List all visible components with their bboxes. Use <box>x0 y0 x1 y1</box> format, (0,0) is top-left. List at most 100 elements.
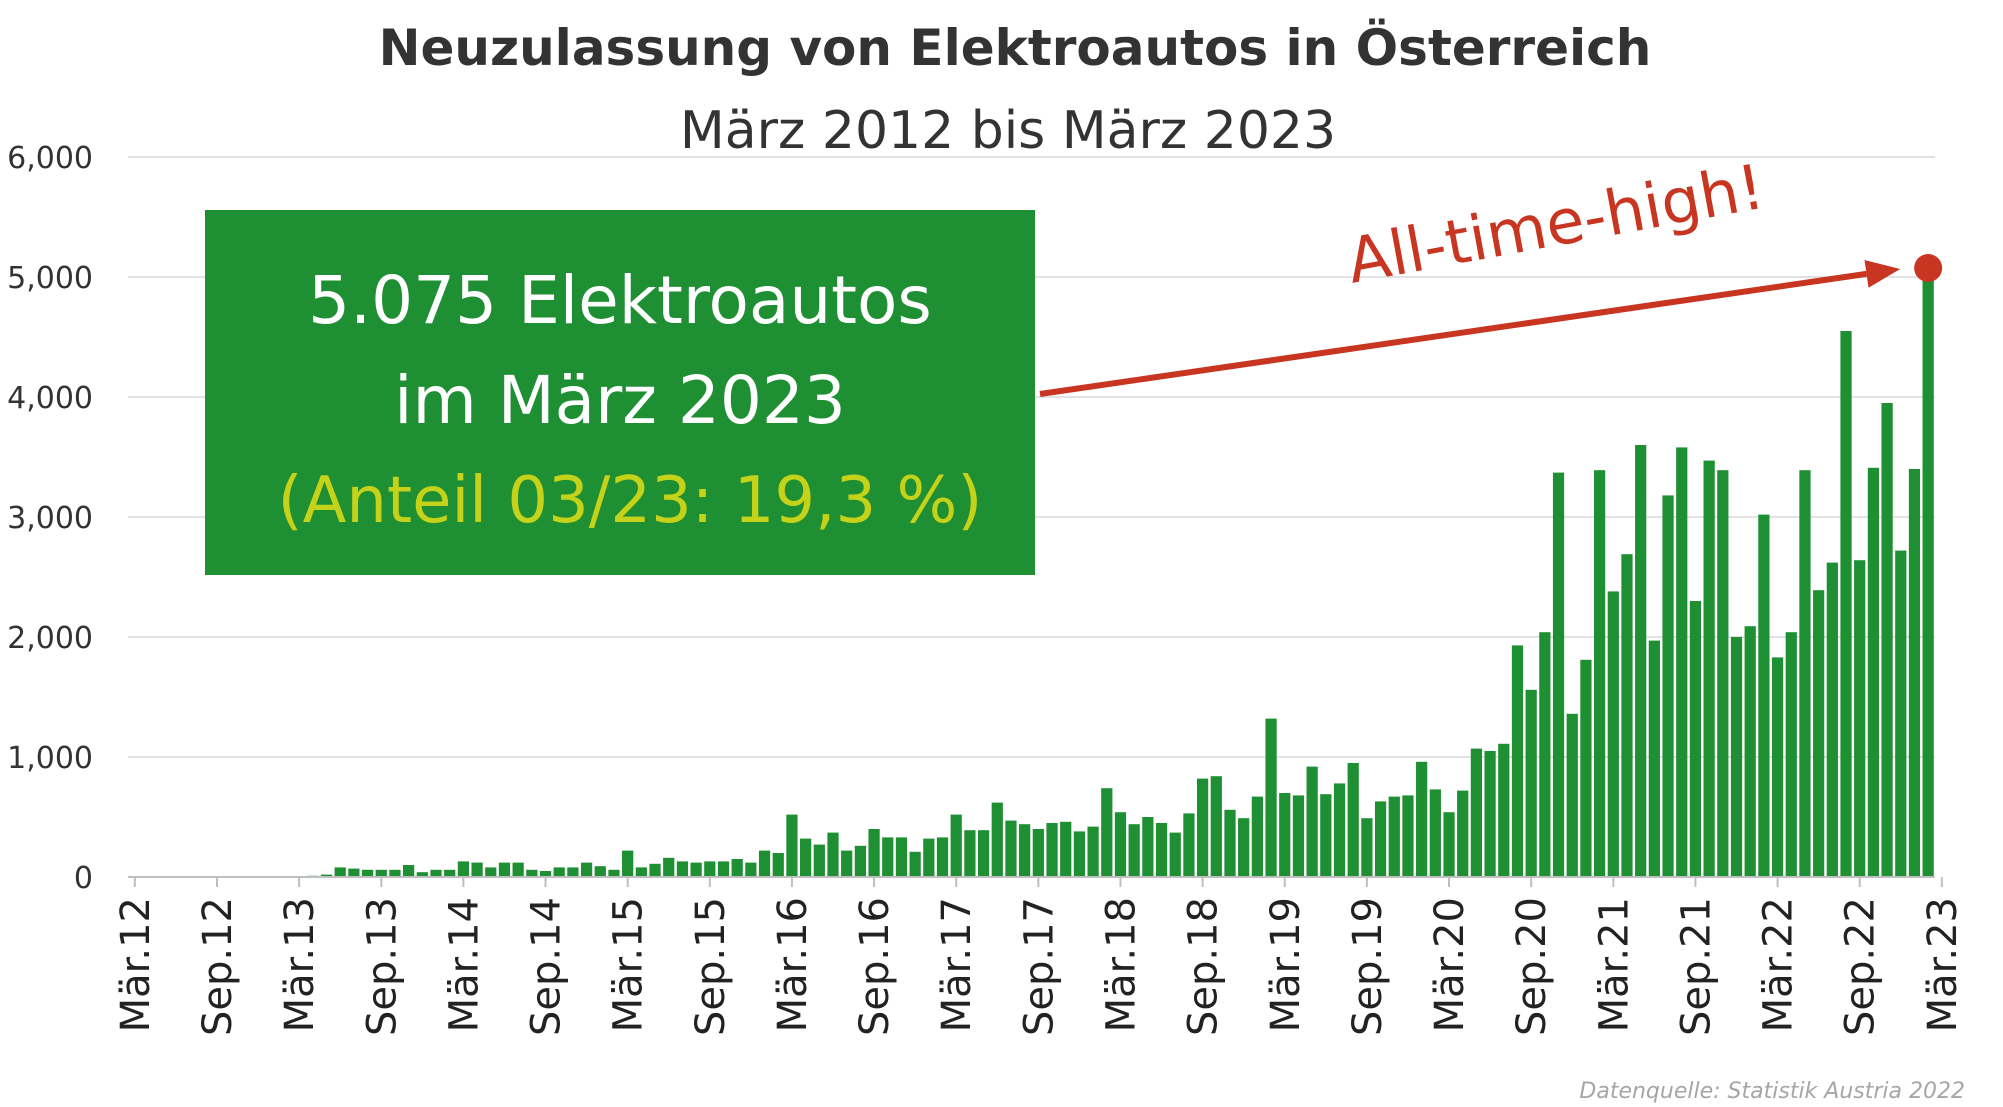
bar <box>772 853 784 877</box>
bar <box>1867 467 1880 877</box>
bar <box>1457 790 1469 877</box>
bar <box>1593 470 1606 877</box>
bar <box>704 861 716 877</box>
x-tick-label: Mär.15 <box>606 897 652 1032</box>
bar <box>375 869 387 877</box>
bar <box>977 830 990 877</box>
bar <box>1621 554 1633 877</box>
y-axis-ticks: 0 1,000 2,000 3,000 4,000 5,000 6,000 <box>7 141 93 896</box>
bar <box>1333 783 1346 877</box>
bar <box>663 857 675 877</box>
x-axis <box>128 876 1943 887</box>
x-tick-label: Mär.14 <box>441 897 487 1032</box>
bar <box>1922 268 1934 877</box>
bar <box>909 851 921 877</box>
bar <box>1155 823 1168 877</box>
x-tick-label: Sep.19 <box>1345 897 1391 1036</box>
bar <box>1908 469 1921 877</box>
bar <box>567 867 579 877</box>
bar <box>403 865 415 877</box>
bar <box>1525 689 1537 877</box>
bar <box>594 866 606 877</box>
bar <box>1552 472 1565 877</box>
bar <box>1265 718 1277 877</box>
bar <box>827 832 839 877</box>
x-tick-label: Mär.23 <box>1920 897 1966 1032</box>
highlight-box-line2: im März 2023 <box>394 362 846 439</box>
bar <box>553 867 565 877</box>
bar <box>635 867 647 877</box>
x-tick-label: Mär.17 <box>934 897 980 1032</box>
bar <box>1895 550 1907 877</box>
bar <box>580 862 593 877</box>
bar <box>389 869 401 877</box>
x-tick-label: Mär.21 <box>1591 897 1637 1032</box>
bar <box>1840 331 1852 877</box>
bar <box>991 802 1003 877</box>
x-tick-label: Sep.20 <box>1509 897 1555 1036</box>
x-tick-label: Sep.13 <box>359 897 405 1036</box>
bar <box>1730 637 1743 877</box>
all-time-high-label: All-time-high! <box>1342 150 1770 298</box>
y-tick-label: 4,000 <box>7 381 93 416</box>
bar <box>731 859 743 877</box>
bar <box>485 867 497 877</box>
highlight-box: 5.075 Elektroautos im März 2023 (Anteil … <box>205 210 1035 575</box>
x-tick-label: Sep.17 <box>1016 897 1062 1036</box>
bar <box>1238 818 1250 877</box>
bar <box>649 863 661 877</box>
bar <box>1032 829 1044 877</box>
bar <box>923 838 935 877</box>
bar <box>1648 640 1660 877</box>
bar <box>690 862 702 877</box>
bar <box>1799 470 1811 877</box>
bar <box>882 837 894 877</box>
highlight-box-line1: 5.075 Elektroautos <box>308 262 932 339</box>
bar <box>1197 778 1209 877</box>
y-tick-label: 1,000 <box>7 741 93 776</box>
bar <box>498 862 511 877</box>
bar <box>895 837 908 877</box>
bar <box>936 837 949 877</box>
bar <box>1005 820 1017 877</box>
bar <box>471 862 483 877</box>
x-tick-label: Mär.18 <box>1098 897 1144 1032</box>
bar <box>1019 824 1031 877</box>
x-tick-label: Mär.19 <box>1263 897 1309 1032</box>
bar <box>1703 460 1715 877</box>
bar <box>416 872 428 877</box>
bar <box>1169 832 1181 877</box>
bar <box>1361 818 1373 877</box>
bar <box>1183 813 1195 877</box>
x-tick-label: Mär.12 <box>113 897 159 1032</box>
data-source-note: Datenquelle: Statistik Austria 2022 <box>1579 1079 1965 1104</box>
bar <box>1046 823 1058 877</box>
all-time-high-arrowhead <box>1864 260 1901 288</box>
bar <box>813 844 825 877</box>
all-time-high-arrow <box>1039 270 1867 397</box>
bar <box>1785 632 1797 877</box>
bar <box>1402 795 1414 877</box>
bar <box>430 869 442 877</box>
bar <box>1251 796 1263 877</box>
x-axis-ticks: Mär.12 Sep.12 Mär.13 Sep.13 Mär.14 Sep.14 Mär.… <box>113 897 1966 1036</box>
bar <box>1114 812 1127 877</box>
bar <box>1073 831 1086 877</box>
bar <box>1484 751 1496 877</box>
bar <box>1607 591 1619 877</box>
bar <box>1470 748 1483 877</box>
bar <box>1881 403 1893 877</box>
bar <box>512 862 524 877</box>
bar <box>758 850 771 877</box>
bar <box>1320 794 1332 877</box>
bar <box>1566 713 1578 877</box>
bar <box>1128 824 1140 877</box>
bar <box>1662 495 1674 877</box>
all-time-high-marker <box>1914 254 1943 282</box>
x-tick-label: Sep.16 <box>852 897 898 1036</box>
all-time-high-annotation: All-time-high! <box>1039 150 1943 397</box>
bar <box>1826 562 1838 877</box>
bar <box>950 814 962 877</box>
bar <box>786 814 798 877</box>
